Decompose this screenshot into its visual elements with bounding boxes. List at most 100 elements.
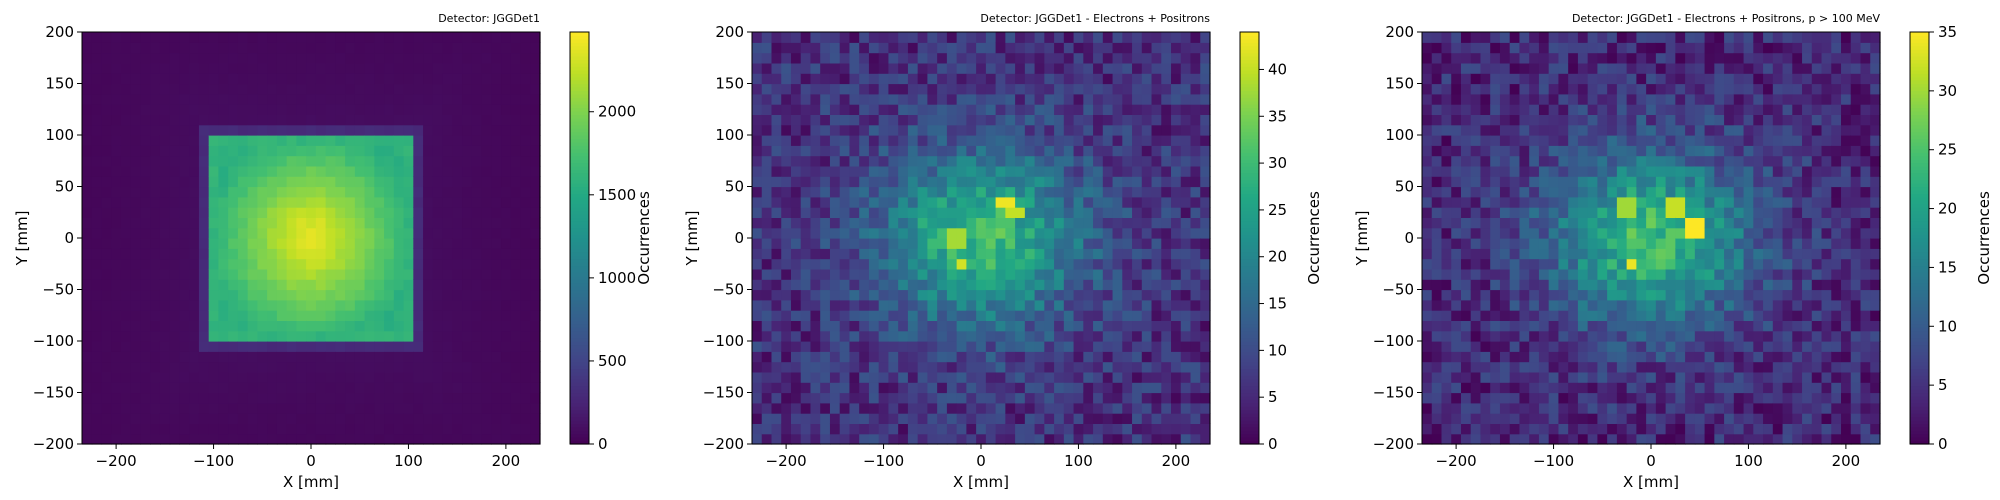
heatmap-cell xyxy=(752,135,763,146)
heatmap-cell xyxy=(530,299,541,311)
heatmap-cell xyxy=(1161,176,1172,188)
heatmap-cell xyxy=(393,93,405,105)
heatmap-cell xyxy=(820,196,831,208)
heatmap-cell xyxy=(771,382,782,394)
heatmap-cell xyxy=(315,258,327,270)
heatmap-cell xyxy=(325,413,336,424)
heatmap-cell xyxy=(364,186,375,198)
heatmap-cell xyxy=(752,186,763,198)
heatmap-cell xyxy=(888,361,899,373)
heatmap-cell xyxy=(761,104,773,115)
heatmap-cell xyxy=(296,392,307,404)
heatmap-cell xyxy=(829,433,841,445)
heatmap-cell xyxy=(1460,268,1472,280)
heatmap-cell xyxy=(452,124,463,136)
heatmap-cell xyxy=(325,299,336,311)
colorbar-segment xyxy=(1240,282,1259,287)
heatmap-cell xyxy=(1558,330,1569,342)
colorbar-segment xyxy=(1240,368,1259,373)
heatmap-cell xyxy=(510,104,522,115)
heatmap-cell xyxy=(1171,135,1182,146)
heatmap-cell xyxy=(276,371,288,383)
heatmap-cell xyxy=(761,83,773,95)
heatmap-cell xyxy=(1102,299,1114,311)
heatmap-cell xyxy=(907,423,919,435)
heatmap-cell xyxy=(1558,227,1569,239)
heatmap-cell xyxy=(839,238,851,249)
heatmap-cell xyxy=(1519,279,1530,291)
heatmap-cell xyxy=(237,207,249,218)
heatmap-cell xyxy=(218,207,229,218)
heatmap-cell xyxy=(907,52,919,64)
heatmap-cell xyxy=(413,186,424,198)
heatmap-cell xyxy=(839,320,851,332)
heatmap-cell xyxy=(520,83,531,95)
heatmap-cell xyxy=(1132,289,1143,301)
heatmap-cell xyxy=(306,268,317,280)
heatmap-cell xyxy=(510,310,522,321)
heatmap-cell xyxy=(1200,93,1211,105)
heatmap-cell xyxy=(1044,279,1055,291)
heatmap-cell xyxy=(1538,238,1550,249)
heatmap-cell xyxy=(898,93,909,105)
heatmap-cell xyxy=(169,392,181,404)
heatmap-cell xyxy=(810,93,821,105)
heatmap-cell xyxy=(1577,155,1589,167)
heatmap-cell xyxy=(1558,155,1569,167)
heatmap-cell xyxy=(839,361,851,373)
heatmap-cell xyxy=(1024,330,1036,342)
heatmap-cell xyxy=(1587,93,1599,105)
heatmap-cell xyxy=(1480,186,1491,198)
heatmap-cell xyxy=(1005,207,1016,218)
heatmap-cell xyxy=(1044,155,1055,167)
heatmap-cell xyxy=(228,413,239,424)
heatmap-cell xyxy=(1548,361,1560,373)
heatmap-cell xyxy=(471,73,483,85)
heatmap-cell xyxy=(452,155,463,167)
heatmap-cell xyxy=(1519,402,1530,414)
heatmap-cell xyxy=(237,279,249,291)
heatmap-cell xyxy=(829,135,841,146)
heatmap-cell xyxy=(442,248,453,260)
heatmap-cell xyxy=(1054,371,1065,383)
heatmap-cell xyxy=(859,361,870,373)
heatmap-cell xyxy=(1063,258,1075,270)
heatmap-cell xyxy=(306,93,317,105)
heatmap-cell xyxy=(208,196,220,208)
heatmap-cell xyxy=(267,310,278,321)
heatmap-cell xyxy=(1587,341,1599,352)
heatmap-cell xyxy=(140,320,151,332)
heatmap-cell xyxy=(267,433,278,445)
heatmap-cell xyxy=(1112,423,1123,435)
heatmap-cell xyxy=(1200,186,1211,198)
heatmap-cell xyxy=(1490,145,1501,157)
heatmap-cell xyxy=(432,371,444,383)
heatmap-cell xyxy=(946,320,958,332)
heatmap-cell xyxy=(1015,310,1026,321)
heatmap-cell xyxy=(1044,32,1055,43)
heatmap-cell xyxy=(810,351,821,363)
heatmap-cell xyxy=(159,310,171,321)
heatmap-cell xyxy=(413,73,424,85)
heatmap-cell xyxy=(510,186,522,198)
heatmap-cell xyxy=(471,93,483,105)
heatmap-cell xyxy=(325,320,336,332)
heatmap-cell xyxy=(1577,165,1589,177)
heatmap-cell xyxy=(218,196,229,208)
colorbar-segment xyxy=(570,224,589,229)
heatmap-cell xyxy=(966,176,977,188)
heatmap-cell xyxy=(325,341,336,352)
heatmap-cell xyxy=(1548,351,1560,363)
heatmap-cell xyxy=(820,62,831,74)
heatmap-cell xyxy=(442,124,453,136)
colorbar-segment xyxy=(1240,334,1259,339)
heatmap-cell xyxy=(937,93,948,105)
heatmap-cell xyxy=(120,93,132,105)
heatmap-cell xyxy=(374,299,385,311)
heatmap-cell xyxy=(859,320,870,332)
heatmap-cell xyxy=(1054,124,1065,136)
heatmap-cell xyxy=(829,299,841,311)
heatmap-cell xyxy=(878,135,890,146)
heatmap-cell xyxy=(790,52,802,64)
heatmap-cell xyxy=(1460,176,1472,188)
